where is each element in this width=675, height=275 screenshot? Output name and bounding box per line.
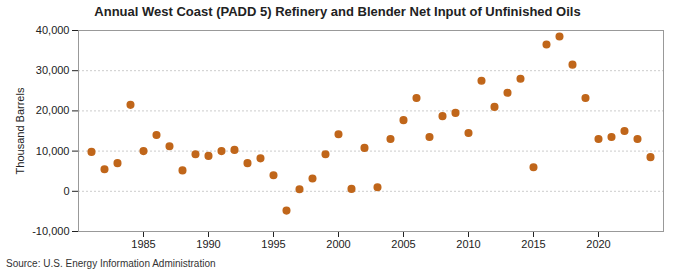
svg-text:Thousand Barrels: Thousand Barrels [14, 87, 26, 174]
svg-text:2000: 2000 [326, 238, 350, 250]
svg-text:2005: 2005 [391, 238, 415, 250]
svg-text:20,000: 20,000 [36, 104, 70, 116]
html-text:Source: U.S. Energy Informatio: Source: U.S. Energy Information Administ… [6, 258, 216, 269]
html-text:Annual West Coast (PADD 5) Ref: Annual West Coast (PADD 5) Refinery and … [94, 4, 581, 19]
svg-text:-10,000: -10,000 [32, 225, 69, 237]
svg-text:30,000: 30,000 [36, 64, 70, 76]
svg-text:40,000: 40,000 [36, 24, 70, 36]
svg-text:0: 0 [63, 185, 69, 197]
svg-text:1995: 1995 [261, 238, 285, 250]
svg-text:2010: 2010 [456, 238, 480, 250]
svg-text:2015: 2015 [521, 238, 545, 250]
svg-text:2020: 2020 [586, 238, 610, 250]
svg-text:1990: 1990 [196, 238, 220, 250]
svg-text:1985: 1985 [131, 238, 155, 250]
svg-text:10,000: 10,000 [36, 145, 70, 157]
